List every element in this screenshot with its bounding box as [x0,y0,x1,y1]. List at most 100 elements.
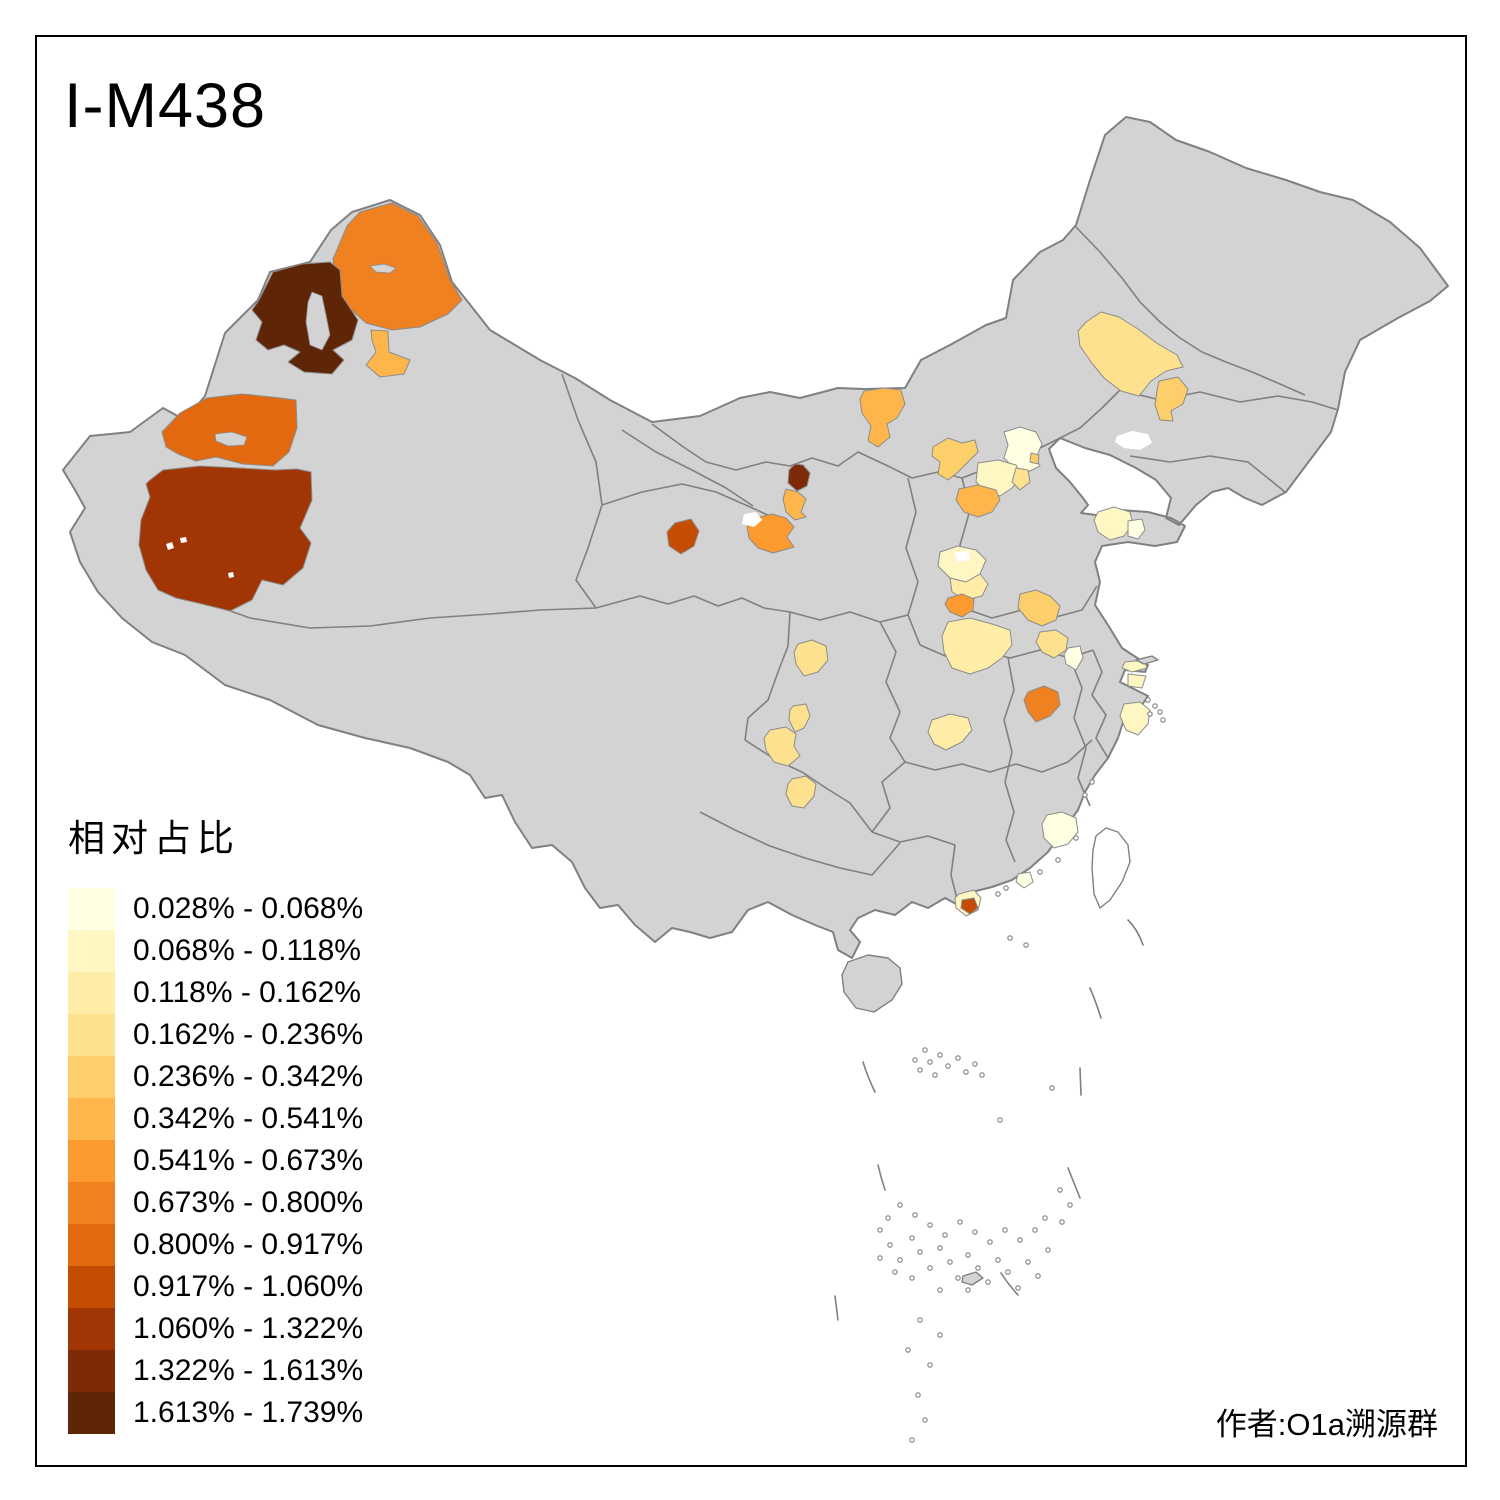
islet-speck [963,1069,969,1075]
legend: 相对占比 0.028% - 0.068% 0.068% - 0.118% 0.118… [68,808,363,1434]
legend-swatch [68,930,115,972]
province-boundary [879,621,906,763]
legend-swatch [68,1098,115,1140]
choropleth-region-r24 [927,713,973,751]
islet-speck [1049,1085,1055,1091]
islet-speck [947,1259,953,1265]
choropleth-region-r17 [955,484,1001,518]
islet-speck [1082,792,1088,798]
islet-speck [987,1239,993,1245]
legend-label: 1.060% - 1.322% [133,1312,364,1345]
islet-speck [1057,1187,1063,1193]
islet-speck [927,1222,933,1228]
legend-item: 0.342% - 0.541% [68,1098,363,1140]
island [1091,827,1131,909]
choropleth-region-r11 [1077,311,1184,397]
choropleth-region-r10 [859,387,906,448]
islet-speck [1005,1269,1011,1275]
province-boundary [1003,657,1016,863]
islet-speck [1067,1202,1073,1208]
islet-speck [917,1317,923,1323]
choropleth-region-r26 [788,703,811,733]
legend-item: 0.917% - 1.060% [68,1266,363,1308]
lake [228,572,234,578]
islet-speck [932,1072,938,1078]
province-boundary [621,429,754,507]
islet-speck [1160,717,1166,723]
legend-item: 0.673% - 0.800% [68,1182,363,1224]
legend-swatch [68,1308,115,1350]
choropleth-region-r05 [138,465,313,612]
legend-item: 0.162% - 0.236% [68,1014,363,1056]
legend-swatch [68,1224,115,1266]
islet-speck [1023,942,1029,948]
island [961,1271,984,1286]
islet-speck [1007,935,1013,941]
islet-speck [937,1332,943,1338]
sea-boundary-dash [1127,919,1144,946]
island [841,954,903,1013]
choropleth-region-r21 [944,593,975,618]
attribution-text: 作者:O1a溯源群 [1215,1407,1438,1442]
islet-speck [917,1067,923,1073]
sea-boundary-dash [1067,1167,1081,1199]
sea-boundary-dash [834,1295,839,1321]
province-boundary [699,811,901,876]
islet-speck [1025,1259,1031,1265]
province-boundary [744,611,791,741]
islet-speck [965,1252,971,1258]
choropleth-region-r02 [251,261,359,375]
islet-speck [927,1362,933,1368]
legend-item: 0.236% - 0.342% [68,1056,363,1098]
islet-speck [975,1265,981,1271]
choropleth-region-r04 [161,393,298,467]
legend-label: 0.162% - 0.236% [133,1018,364,1051]
province-boundary [1074,225,1306,396]
choropleth-region-r08 [782,488,807,521]
islet-speck [912,1212,918,1218]
province-boundary [950,844,959,904]
lake [166,542,174,550]
islet-speck [917,1249,923,1255]
islet-speck [922,1417,928,1423]
province-boundary [905,477,921,646]
legend-item: 0.800% - 0.917% [68,1224,363,1266]
islet-speck [905,1347,911,1353]
choropleth-region-r06 [666,518,700,555]
choropleth-region-r22b [1017,589,1061,627]
lake [1115,431,1152,450]
choropleth-region-r32 [1015,871,1034,889]
legend-label: 0.068% - 0.118% [133,934,361,967]
islet-speck [1073,835,1079,841]
choropleth-region-r29b [1127,673,1147,689]
legend-label: 0.342% - 0.541% [133,1102,364,1135]
choropleth-region-r28 [785,775,817,809]
legend-label: 1.322% - 1.613% [133,1354,364,1387]
enclave-hole [369,263,397,274]
choropleth-region-r03 [365,329,411,378]
islet-speck [1152,703,1158,709]
legend-label: 1.613% - 1.739% [133,1396,364,1429]
islet-speck [942,1232,948,1238]
province-boundary [1091,649,1109,759]
islet-speck [937,1287,943,1293]
legend-item: 0.068% - 0.118% [68,930,363,972]
choropleth-region-r12 [1154,376,1189,422]
islet-speck [979,1072,985,1078]
choropleth-region-r14b [1029,452,1040,465]
islet-speck [937,1245,943,1251]
legend-label: 0.673% - 0.800% [133,1186,364,1219]
islet-speck [897,1257,903,1263]
islet-speck [887,1242,893,1248]
islet-speck [1002,1227,1008,1233]
islet-speck [1015,1285,1021,1291]
sea-boundary-dash [877,1164,886,1191]
islet-speck [957,1219,963,1225]
legend-swatch [68,1014,115,1056]
islet-speck [945,1063,951,1069]
island [1135,655,1159,665]
islet-speck [1017,1237,1023,1243]
choropleth-region-r18 [1093,506,1134,541]
islet-speck [922,1047,928,1053]
